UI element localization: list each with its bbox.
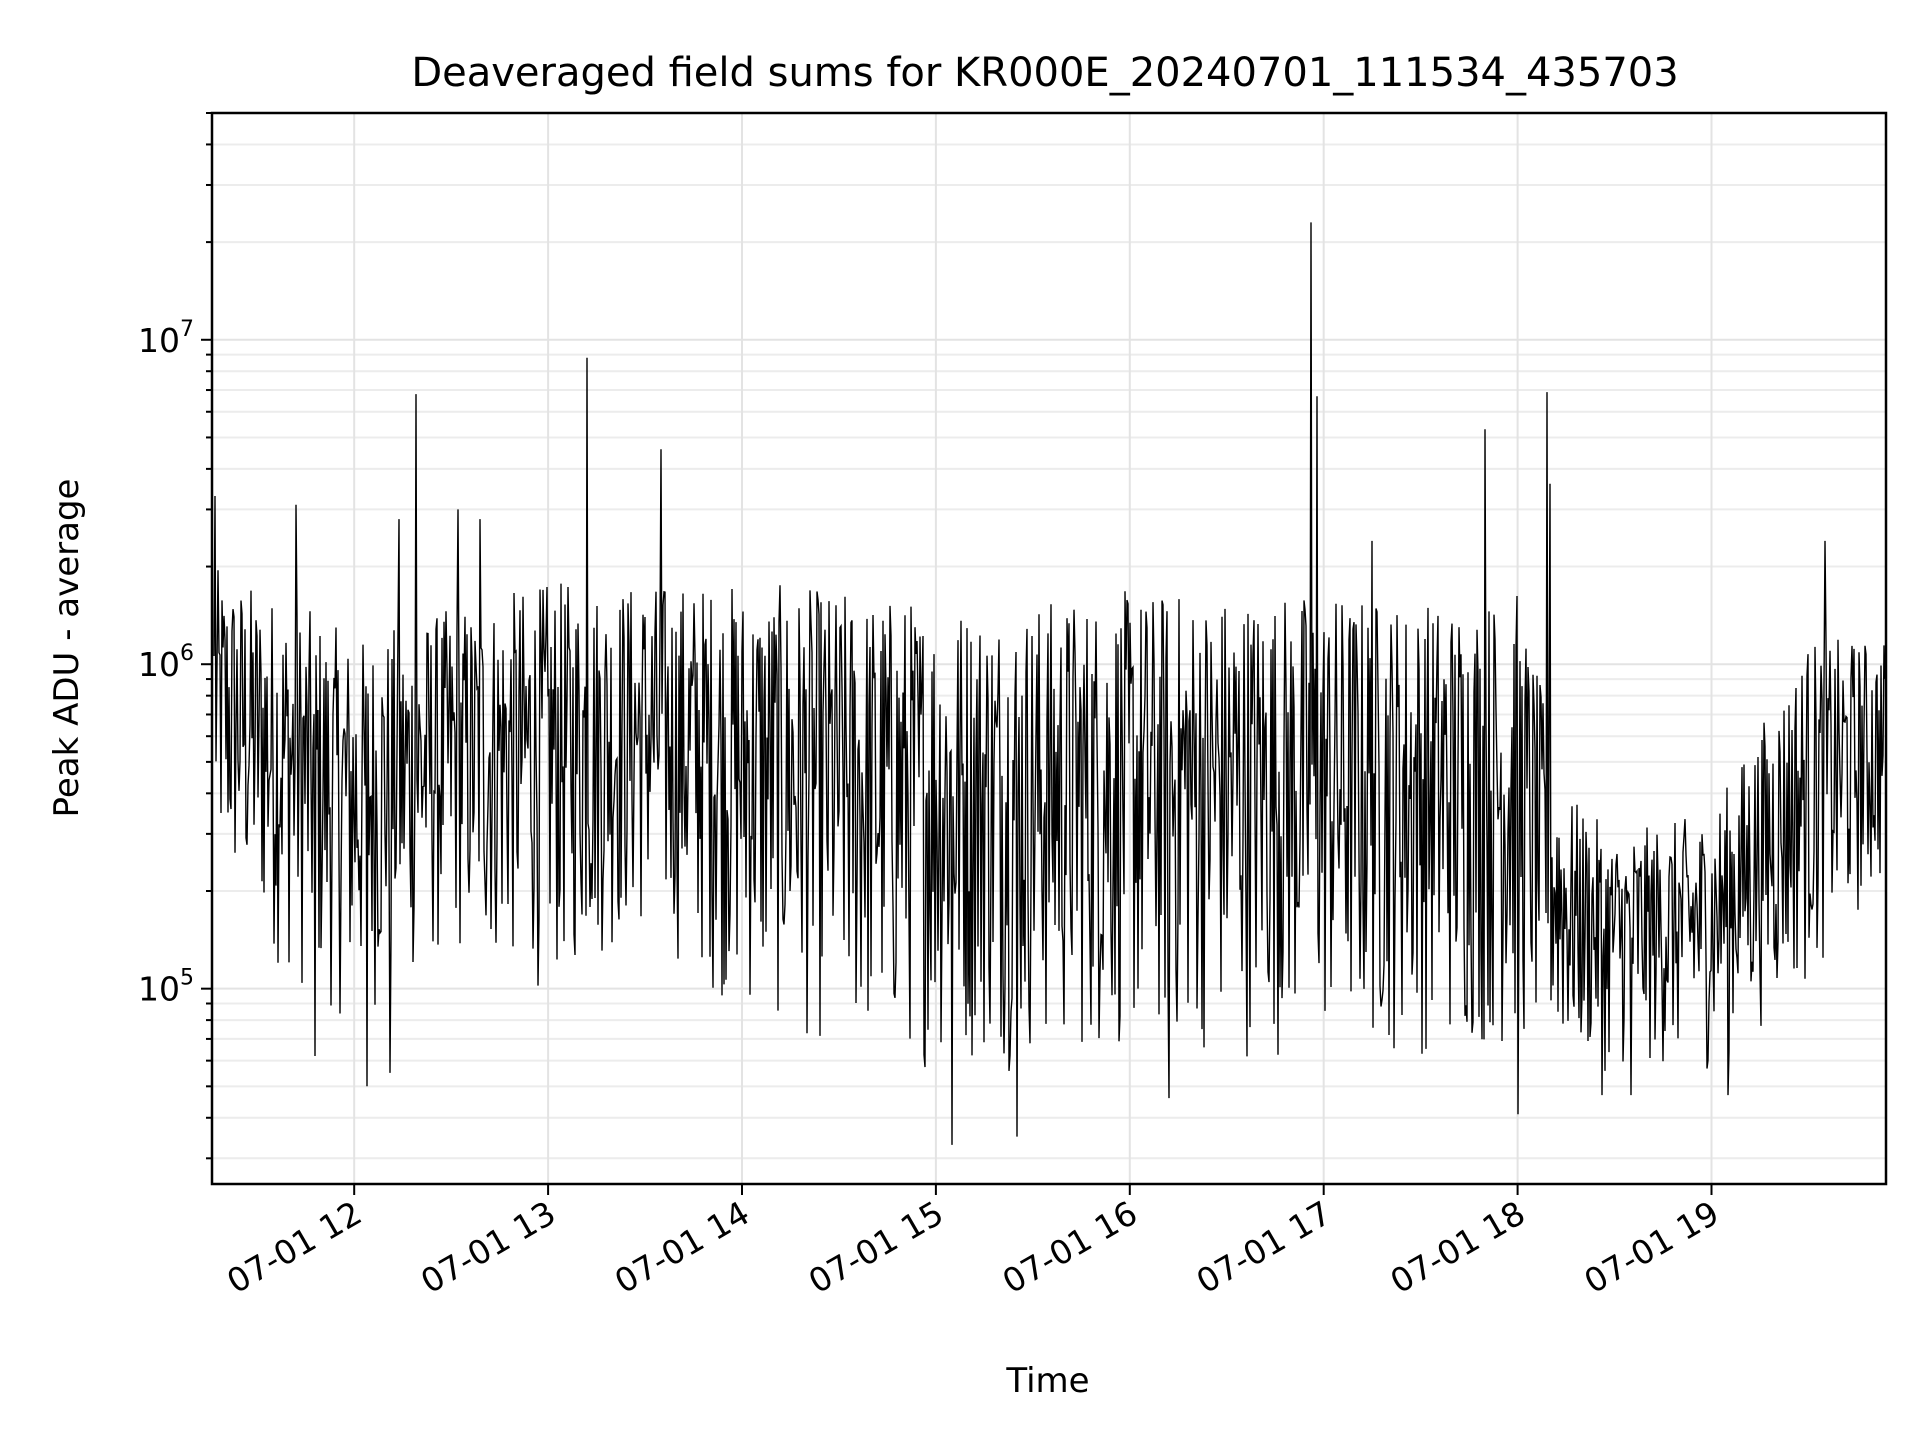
x-tick-label: 07-01 18 [1384, 1193, 1532, 1301]
x-tick-label: 07-01 14 [608, 1193, 756, 1301]
grid [212, 112, 1886, 1184]
plot-frame [210, 111, 1888, 1186]
y-axis-label: Peak ADU - average [47, 479, 87, 818]
y-tick-label: 106 [138, 641, 194, 684]
chart-title: Deaveraged field sums for KR000E_2024070… [411, 50, 1678, 96]
x-tick-label: 07-01 12 [220, 1193, 368, 1301]
x-tick-label: 07-01 17 [1190, 1193, 1338, 1301]
series-trace [213, 222, 1886, 1145]
axis-ticks [201, 112, 1713, 1195]
x-tick-label: 07-01 13 [414, 1193, 562, 1301]
x-tick-label: 07-01 16 [996, 1193, 1144, 1301]
x-axis-label: Time [1005, 1361, 1089, 1401]
series-line [213, 222, 1886, 1145]
y-tick-label: 105 [138, 966, 194, 1009]
x-tick-label: 07-01 15 [802, 1193, 950, 1301]
x-tick-label: 07-01 19 [1577, 1193, 1725, 1301]
y-tick-label: 107 [138, 317, 194, 360]
